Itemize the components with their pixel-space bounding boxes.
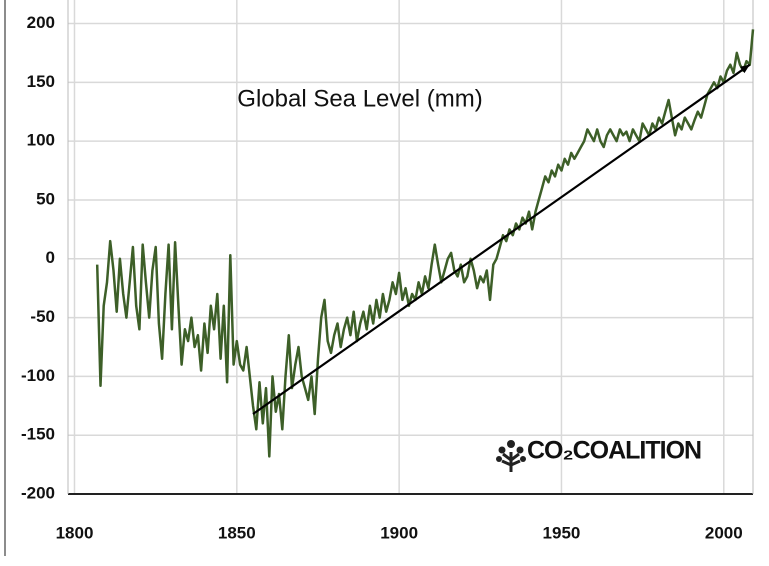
y-tick-label: -50 xyxy=(30,307,55,326)
y-tick-label: -150 xyxy=(21,425,55,444)
y-tick-label: 150 xyxy=(27,72,55,91)
y-tick-label: -100 xyxy=(21,366,55,385)
logo-text: CO₂COALITION xyxy=(527,437,701,465)
y-tick-label: -200 xyxy=(21,483,55,502)
logo-leaf xyxy=(516,446,524,454)
x-tick-label: 1800 xyxy=(56,523,94,542)
trend-line xyxy=(252,63,751,415)
y-tick-label: 100 xyxy=(27,131,55,150)
trend-arrowhead xyxy=(739,64,750,74)
logo: CO₂COALITION xyxy=(496,437,702,472)
logo-leaf xyxy=(520,456,526,462)
logo-leaf xyxy=(498,446,506,454)
data-line xyxy=(95,29,755,458)
x-tick-label: 1900 xyxy=(380,523,418,542)
y-tick-label: 0 xyxy=(46,248,55,267)
y-tick-label: 200 xyxy=(27,13,55,32)
chart-title: Global Sea Level (mm) xyxy=(237,85,482,112)
x-tick-label: 1850 xyxy=(218,523,256,542)
logo-leaf xyxy=(507,440,515,448)
y-tick-label: 50 xyxy=(36,189,55,208)
x-tick-label: 1950 xyxy=(543,523,581,542)
x-tick-label: 2000 xyxy=(705,523,743,542)
logo-leaf xyxy=(496,456,502,462)
logo-tree xyxy=(501,452,521,472)
